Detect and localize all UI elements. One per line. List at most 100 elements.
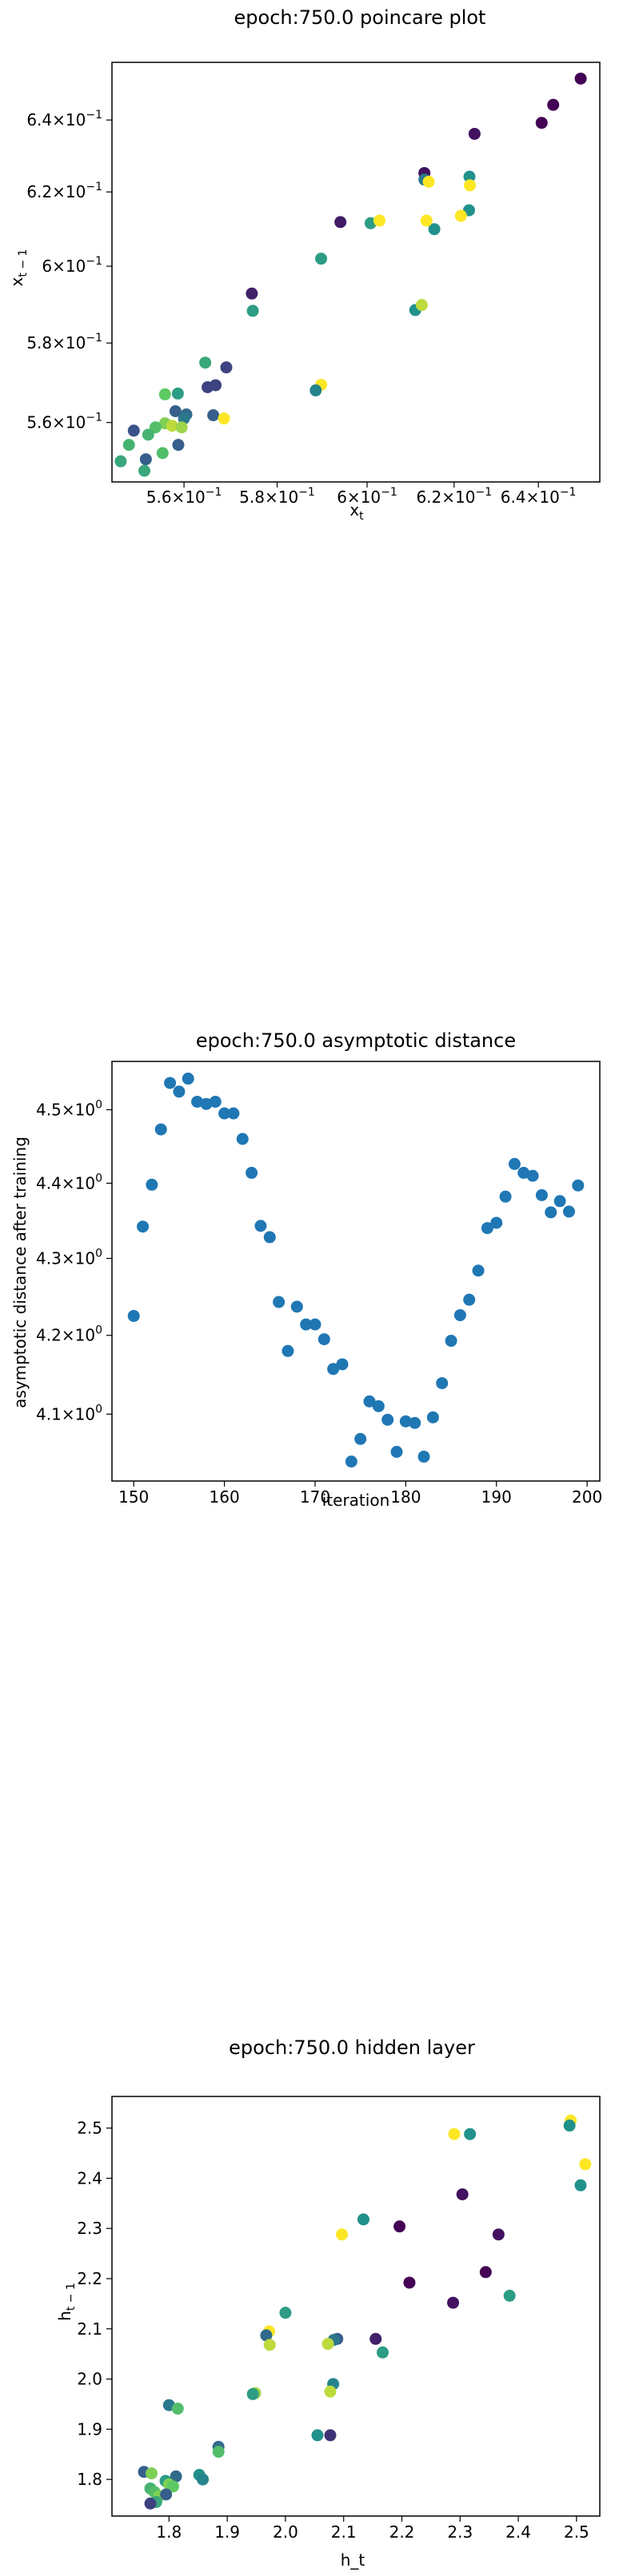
scatter-point (526, 1169, 539, 1182)
chart-title: epoch:750.0 hidden layer (229, 2037, 475, 2059)
tick-times: × (52, 413, 66, 432)
x-tick-label: 1.9 (214, 2522, 240, 2542)
poincare-plot-chart: epoch:750.0 poincare plot xt − 1 xt 5.6×… (7, 6, 601, 523)
scatter-point (357, 2213, 369, 2226)
scatter-point (453, 1308, 466, 1321)
x-tick-label: 5.8×10−1 (239, 486, 315, 507)
scatter-point (468, 127, 481, 140)
scatter-point (220, 361, 233, 374)
scatter-point (572, 1179, 585, 1192)
scatter-point (562, 1205, 575, 1218)
tick-mantissa: 4.1 (36, 1404, 62, 1423)
tick-base: 10 (75, 1173, 95, 1192)
y-tick-label: 2.1 (77, 2319, 102, 2339)
scatter-point (445, 1335, 457, 1348)
tick-mantissa: 6.4 (26, 110, 52, 129)
scatter-point (154, 1123, 167, 1136)
tick-base: 10 (75, 1404, 95, 1423)
scatter-point (463, 1293, 476, 1306)
scatter-point (138, 464, 151, 477)
tick-times: × (52, 333, 66, 352)
scatter-point (209, 1095, 222, 1108)
scatter-point (236, 1133, 249, 1145)
tick-exponent: 0 (95, 1098, 102, 1111)
scatter-point (447, 2296, 460, 2309)
tick-base: 10 (75, 1326, 95, 1345)
tick-exponent: −1 (86, 181, 102, 193)
scatter-point (175, 421, 188, 434)
x-tick-label: 2.1 (331, 2522, 357, 2542)
tick-mantissa: 4.5 (36, 1100, 62, 1119)
scatter-point (354, 1432, 367, 1445)
scatter-point (422, 175, 435, 188)
tick-base: 10 (66, 257, 86, 276)
scatter-point (145, 2467, 158, 2480)
tick-exponent: 0 (95, 1172, 102, 1184)
tick-mantissa: 4.4 (36, 1173, 62, 1192)
plot-frame (111, 2096, 601, 2517)
scatter-point (420, 214, 433, 227)
tick-exponent: −1 (86, 332, 102, 344)
scatter-point (171, 387, 184, 400)
plot-frame (111, 1061, 601, 1482)
x-tick-label: 5.6×10−1 (146, 486, 222, 507)
tick-times: × (52, 182, 66, 201)
scatter-point (463, 170, 476, 183)
x-tick-label: 200 (572, 1487, 602, 1507)
x-tick-label: 2.3 (447, 2522, 473, 2542)
tick-exponent: −1 (560, 486, 577, 499)
scatter-point (336, 1358, 349, 1371)
scatter-point (464, 2128, 477, 2140)
scatter-point (472, 1264, 485, 1277)
tick-exponent: 0 (95, 1403, 102, 1415)
scatter-point (373, 214, 385, 227)
scatter-point (393, 2220, 406, 2233)
scatter-point (454, 209, 467, 222)
scatter-point (166, 2480, 179, 2493)
scatter-point (363, 1395, 376, 1407)
tick-times: × (62, 1404, 75, 1423)
tick-exponent: −1 (86, 109, 102, 121)
scatter-point (579, 2158, 592, 2171)
scatter-point (212, 2446, 225, 2459)
scatter-point (503, 2289, 516, 2302)
tick-base: 10 (185, 488, 205, 507)
tick-times: × (526, 488, 540, 507)
scatter-point (535, 117, 548, 129)
x-tick-label: 2.5 (564, 2522, 589, 2542)
scatter-point (273, 1296, 286, 1308)
scatter-point (127, 1309, 140, 1322)
tick-mantissa: 5.6 (26, 413, 52, 432)
tick-base: 10 (361, 488, 381, 507)
tick-mantissa: 6 (337, 488, 347, 507)
y-tick-label: 4.5×100 (36, 1098, 102, 1119)
scatter-point (137, 1220, 150, 1233)
scatter-point (369, 2332, 382, 2345)
tick-times: × (62, 1326, 75, 1345)
x-tick-label: 2.4 (505, 2522, 531, 2542)
scatter-point (207, 409, 220, 422)
tick-times: × (52, 257, 66, 276)
scatter-point (492, 2228, 505, 2241)
scatter-point (547, 98, 560, 111)
y-tick-label: 4.3×100 (36, 1247, 102, 1268)
x-tick-label: 6.2×10−1 (416, 486, 492, 507)
scatter-point (399, 1415, 412, 1427)
scatter-point (417, 1451, 430, 1463)
tick-base: 10 (455, 488, 475, 507)
scatter-point (409, 1416, 421, 1429)
tick-mantissa: 5.8 (239, 488, 265, 507)
tick-mantissa: 6.2 (416, 488, 441, 507)
tick-times: × (347, 488, 361, 507)
scatter-point (169, 405, 182, 418)
scatter-point (279, 2307, 292, 2319)
tick-base: 10 (75, 1248, 95, 1268)
y-axis-label: xt − 1 (7, 249, 30, 287)
scatter-point (146, 1178, 158, 1191)
scatter-point (376, 2346, 389, 2359)
y-axis-label-subscript: t − 1 (65, 2283, 78, 2311)
scatter-point (182, 1073, 194, 1085)
x-tick-label: 2.2 (389, 2522, 415, 2542)
ylabel-group: xt − 1 (7, 249, 30, 287)
scatter-point (200, 1097, 213, 1110)
